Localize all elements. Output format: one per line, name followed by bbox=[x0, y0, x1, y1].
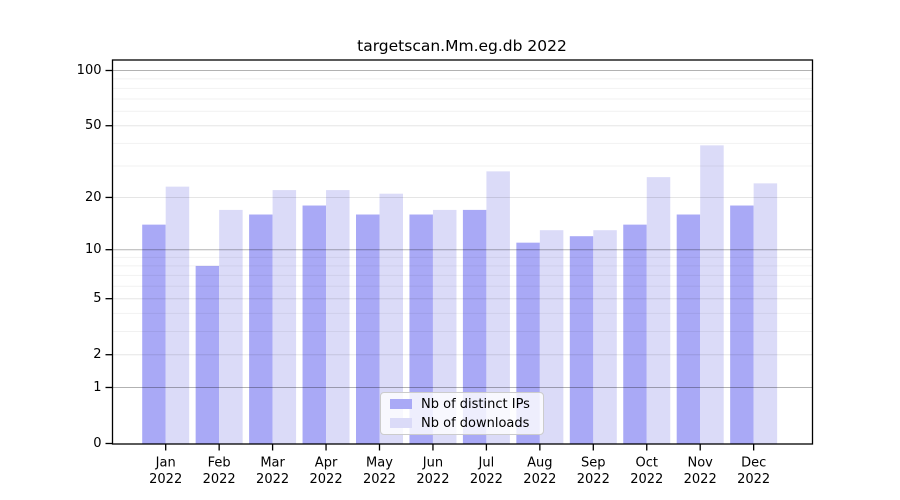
bar-distinct-ips-sep bbox=[569, 236, 594, 444]
bar-downloads-nov bbox=[700, 145, 724, 444]
grid-layer bbox=[112, 70, 813, 388]
axes-layer: 0125102050100Jan2022Feb2022Mar2022Apr202… bbox=[77, 59, 814, 487]
bar-distinct-ips-feb bbox=[195, 265, 220, 444]
x-tick-label-8-month: Aug bbox=[527, 456, 552, 471]
y-tick-label-20: 20 bbox=[85, 190, 102, 205]
legend-swatch-distinct-ips bbox=[390, 399, 412, 409]
bar-downloads-mar bbox=[272, 190, 297, 444]
bar-downloads-jul bbox=[486, 171, 510, 444]
bar-downloads-feb bbox=[219, 209, 243, 444]
bar-downloads-apr bbox=[326, 190, 350, 444]
bar-distinct-ips-jan bbox=[142, 224, 166, 444]
legend-row-downloads: Nb of downloads bbox=[390, 416, 543, 431]
x-tick-label-11-year: 2022 bbox=[684, 472, 717, 487]
bar-distinct-ips-nov bbox=[676, 214, 701, 444]
x-tick-label-11-month: Nov bbox=[688, 456, 714, 471]
x-tick-label-9-month: Sep bbox=[581, 456, 606, 471]
x-tick-label-5-year: 2022 bbox=[363, 472, 396, 487]
bar-distinct-ips-dec bbox=[730, 205, 754, 444]
bars-layer bbox=[142, 145, 778, 444]
y-tick-label-2: 2 bbox=[93, 347, 101, 362]
legend-label-downloads: Nb of downloads bbox=[421, 415, 530, 431]
bar-distinct-ips-jul bbox=[462, 209, 487, 444]
bar-downloads-dec bbox=[753, 183, 778, 444]
x-tick-label-4-year: 2022 bbox=[310, 472, 343, 487]
legend: Nb of distinct IPs Nb of downloads bbox=[380, 392, 544, 435]
x-tick-label-4-month: Apr bbox=[315, 456, 338, 471]
bar-downloads-jun bbox=[432, 209, 457, 444]
x-tick-label-6-year: 2022 bbox=[416, 472, 449, 487]
y-tick-label-1: 1 bbox=[93, 380, 101, 395]
x-tick-label-7-year: 2022 bbox=[470, 472, 503, 487]
x-tick-label-1-year: 2022 bbox=[149, 472, 182, 487]
plot-frame bbox=[111, 59, 814, 445]
chart-title: targetscan.Mm.eg.db 2022 bbox=[357, 37, 567, 55]
y-tick-label-50: 50 bbox=[85, 118, 102, 133]
legend-label-distinct-ips: Nb of distinct IPs bbox=[421, 396, 530, 412]
y-tick-label-0: 0 bbox=[93, 436, 101, 451]
y-tick-label-100: 100 bbox=[77, 63, 102, 78]
x-tick-label-5-month: May bbox=[366, 456, 393, 471]
bar-distinct-ips-oct bbox=[623, 224, 647, 444]
bar-downloads-oct bbox=[646, 177, 671, 444]
x-tick-label-6-month: Jun bbox=[422, 456, 443, 471]
y-tick-label-10: 10 bbox=[85, 242, 102, 257]
x-tick-label-3-month: Mar bbox=[260, 456, 285, 471]
x-tick-label-9-year: 2022 bbox=[577, 472, 610, 487]
x-tick-label-2-month: Feb bbox=[208, 456, 231, 471]
bar-downloads-jan bbox=[165, 186, 190, 444]
x-tick-label-10-year: 2022 bbox=[630, 472, 663, 487]
bar-distinct-ips-may bbox=[356, 214, 380, 444]
x-tick-label-1-month: Jan bbox=[155, 456, 176, 471]
y-tick-label-5: 5 bbox=[93, 291, 101, 306]
bar-distinct-ips-mar bbox=[249, 214, 273, 444]
x-tick-label-10-month: Oct bbox=[636, 456, 658, 471]
bar-downloads-may bbox=[379, 193, 403, 444]
bar-downloads-sep bbox=[593, 230, 617, 444]
x-tick-label-3-year: 2022 bbox=[256, 472, 289, 487]
x-tick-label-8-year: 2022 bbox=[523, 472, 556, 487]
x-tick-label-2-year: 2022 bbox=[203, 472, 236, 487]
bar-distinct-ips-apr bbox=[302, 205, 327, 444]
legend-swatch-downloads bbox=[390, 418, 412, 428]
bar-downloads-aug bbox=[539, 230, 564, 444]
legend-row-distinct-ips: Nb of distinct IPs bbox=[390, 397, 543, 412]
x-tick-label-7-month: Jul bbox=[478, 456, 495, 471]
x-tick-label-12-year: 2022 bbox=[737, 472, 770, 487]
x-tick-label-12-month: Dec bbox=[741, 456, 766, 471]
bar-distinct-ips-jun bbox=[409, 214, 433, 444]
